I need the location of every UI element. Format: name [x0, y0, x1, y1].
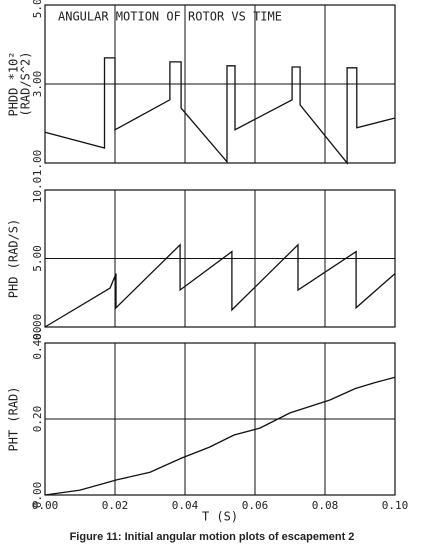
- y-tick-label: 0.400: [31, 326, 44, 359]
- x-axis-label: T (S): [202, 510, 238, 524]
- x-tick-label: 0.08: [312, 499, 339, 512]
- data-line: [44, 57, 396, 165]
- x-tick-label: 0.04: [172, 499, 199, 512]
- y-tick-label: 0.00: [31, 314, 44, 341]
- y-tick-label: 3.00: [31, 71, 44, 98]
- y-axis-label: (RAD/S^2): [19, 51, 33, 116]
- caption: Figure 11: Initial angular motion plots …: [70, 531, 355, 543]
- y-axis-label: PHDD *10²: [7, 51, 21, 116]
- y-tick-label: 5.00: [31, 0, 44, 18]
- data-line: [44, 243, 396, 328]
- y-tick-label: 10.0: [31, 177, 44, 204]
- y-axis-label: PHD (RAD/S): [7, 219, 21, 298]
- y-axis-label: PHT (RAD): [7, 386, 21, 451]
- y-tick-label: 1.00: [31, 150, 44, 177]
- data-line: [44, 376, 396, 496]
- y-tick-label: 0.00: [31, 482, 44, 509]
- x-tick-label: 0.00: [32, 499, 59, 512]
- x-tick-label: 0.02: [102, 499, 129, 512]
- y-tick-label: 5.00: [31, 245, 44, 272]
- y-tick-label: 0.20: [31, 406, 44, 433]
- chart-title: ANGULAR MOTION OF ROTOR VS TIME: [58, 10, 282, 24]
- x-tick-label: 0.10: [382, 499, 409, 512]
- x-tick-label: 0.06: [242, 499, 269, 512]
